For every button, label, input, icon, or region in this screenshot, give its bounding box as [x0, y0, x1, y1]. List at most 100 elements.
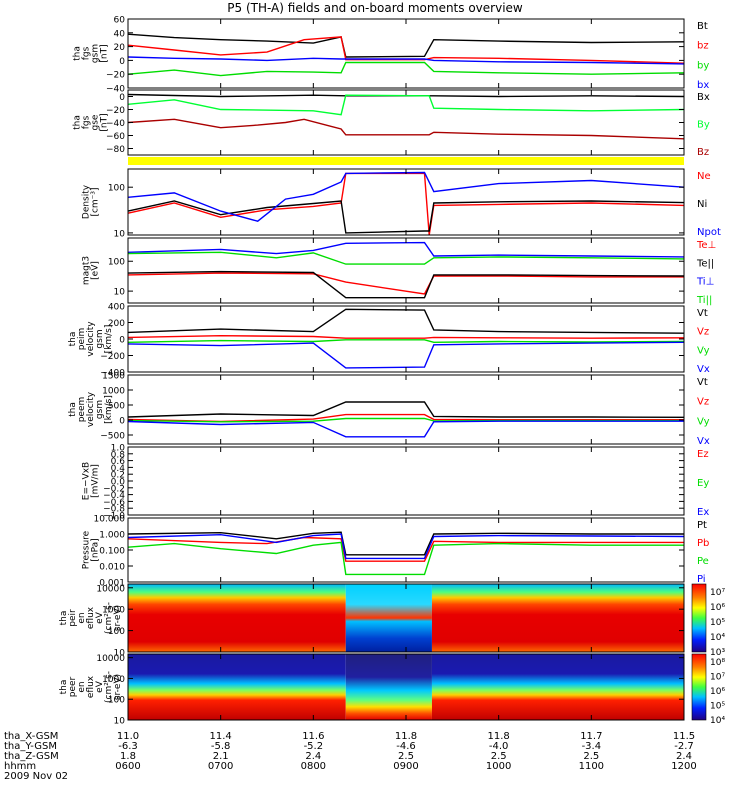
series-line-by — [127, 94, 685, 116]
footer-value-x: 11.7 — [580, 731, 603, 742]
legend-entry: Npot — [697, 227, 721, 238]
y-axis-label-line: gsm — [95, 329, 105, 348]
legend-entry: Ti⊥ — [696, 277, 714, 288]
y-tick-label: 10 — [114, 288, 126, 298]
y-axis-label: thapeerenefluxeV(cm²-s-sr-eV) — [59, 671, 123, 703]
legend-entry: Vy — [697, 416, 710, 427]
y-tick-label: −0.6 — [103, 498, 125, 508]
y-axis-label: E=−VxB[mV/m] — [82, 462, 101, 500]
legend-entry: bx — [697, 80, 709, 91]
legend-entry: Vz — [697, 327, 709, 338]
series-line-vt — [127, 308, 685, 334]
series-line-ti — [127, 241, 685, 258]
panel-fgs_gse: Bx By Bz 0 −20 −40 −60 −80 thafgsgse[nT] — [73, 89, 710, 158]
series-line-te — [127, 272, 684, 295]
y-axis-label-line: E=−VxB — [82, 462, 92, 500]
panel-peer_eflux: 10⁸ 10⁷ 10⁶ 10⁵ 10⁴ 10000 1000 100 10 thapeerenef… — [59, 653, 725, 727]
y-tick-label: 0.010 — [99, 563, 125, 573]
footer-value-y: -5.2 — [303, 741, 324, 752]
footer-row-time: hhmm — [4, 762, 36, 772]
y-tick-label: 10000 — [96, 654, 125, 664]
y-tick-label: 100 — [108, 627, 125, 637]
footer-value-y: -4.0 — [488, 741, 509, 752]
footer-label-z: tha_Z-GSM — [4, 751, 59, 762]
footer-row-z: tha_Z-GSM — [4, 752, 59, 762]
footer-value-t: 1200 — [671, 761, 697, 772]
panel-peir_eflux: 10⁷ 10⁶ 10⁵ 10⁴ 10³ 10000 1000 100 10 thapeirenef… — [59, 583, 725, 659]
footer-label-x: tha_X-GSM — [4, 731, 59, 742]
y-tick-label: 200 — [108, 319, 125, 329]
y-axis-label-line: sr-eV) — [113, 605, 123, 631]
y-tick-label: 0.6 — [111, 457, 126, 467]
colorbar-label: 10⁵ — [710, 618, 725, 628]
series-line-vz — [127, 413, 684, 423]
series-line-pb — [127, 536, 684, 562]
legend-entry: Vx — [697, 364, 710, 375]
legend-entry: Ex — [697, 507, 709, 518]
y-tick-label: −0.2 — [103, 484, 125, 494]
series-line-pi — [127, 533, 685, 560]
y-axis-label-line: eflux — [86, 675, 96, 698]
series-line-bz — [127, 36, 685, 64]
series-line-vy — [127, 339, 685, 344]
y-axis-label-line: eflux — [86, 606, 96, 629]
footer-value-y: -3.4 — [581, 741, 602, 752]
y-tick-label: −200 — [100, 352, 125, 362]
footer-value-t: 0800 — [300, 761, 327, 772]
y-tick-label: 100 — [108, 184, 125, 194]
footer-row-x: tha_X-GSM — [4, 732, 58, 742]
y-axis-label-line: magt3 — [82, 256, 92, 285]
series-line-ti — [127, 251, 685, 265]
series-line-bz — [127, 118, 685, 140]
y-tick-label: −20 — [106, 71, 125, 81]
y-axis-label: thafgsgsm[nT] — [73, 44, 110, 63]
y-tick-label: 0.8 — [111, 450, 126, 460]
y-tick-label: 40 — [114, 29, 126, 39]
series-line-vx — [127, 341, 685, 369]
footer-value-z: 1.8 — [120, 751, 136, 762]
footer-row-y: tha_Y-GSM — [4, 742, 57, 752]
legend-entry: Ez — [697, 449, 709, 460]
series-line-npot — [127, 171, 685, 222]
y-axis-label-line: tha — [68, 402, 78, 417]
legend-entry: Vt — [697, 377, 708, 388]
footer-value-x: 11.8 — [487, 731, 510, 742]
footer-value-t: 0900 — [393, 761, 419, 772]
y-axis-label-line: en — [77, 681, 87, 692]
y-axis-label-line: gsm — [95, 400, 105, 419]
panel-peim_velocity: Vt Vz Vy Vx 400 200 0 −200 −400 thapeimvelocitygs… — [68, 303, 710, 379]
series-line-vx — [127, 420, 684, 438]
y-axis-label-line: tha — [73, 115, 83, 130]
spectrogram-right — [431, 584, 684, 652]
y-tick-label: 0.001 — [99, 579, 125, 589]
y-tick-label: 0 — [119, 417, 125, 427]
y-tick-label: −40 — [106, 85, 125, 95]
y-tick-label: 500 — [108, 402, 125, 412]
series-line-vz — [127, 334, 685, 339]
series-line-vt — [127, 401, 685, 418]
legend-entry: Ti|| — [696, 295, 712, 306]
footer-value-z: 2.5 — [490, 751, 507, 762]
y-axis-label-line: tha — [73, 46, 83, 61]
y-axis-label-line: [km/s] — [104, 395, 114, 424]
colorbar-label: 10⁷ — [710, 673, 725, 683]
date-text: 2009 Nov 02 — [4, 771, 69, 782]
y-axis-label-line: Density — [82, 184, 92, 219]
panel-temperature: Te⊥ Te|| Ti⊥ Ti|| 100 10 magt3[eV] — [82, 237, 716, 306]
series-line-pe — [127, 541, 684, 576]
y-tick-label: 10 — [114, 229, 126, 239]
legend-entry: Bz — [697, 147, 709, 158]
footer-value-x: 11.4 — [209, 731, 232, 742]
legend-entry: Te⊥ — [696, 240, 716, 251]
y-tick-label: −500 — [100, 432, 125, 442]
legend-entry: Bx — [697, 92, 710, 103]
y-tick-label: 1000 — [102, 387, 125, 397]
y-tick-label: 10 — [114, 717, 126, 727]
series-line-bx — [127, 56, 685, 65]
spectrogram-middle — [345, 654, 432, 720]
series-line-ne — [127, 172, 685, 236]
footer-value-y: -4.6 — [396, 741, 416, 752]
panel-efield: Ez Ey Ex 1.00.80.60.40.20.0−0.2−0.4−0.6−0.8… — [82, 444, 710, 522]
colorbar-label: 10⁸ — [710, 658, 725, 668]
